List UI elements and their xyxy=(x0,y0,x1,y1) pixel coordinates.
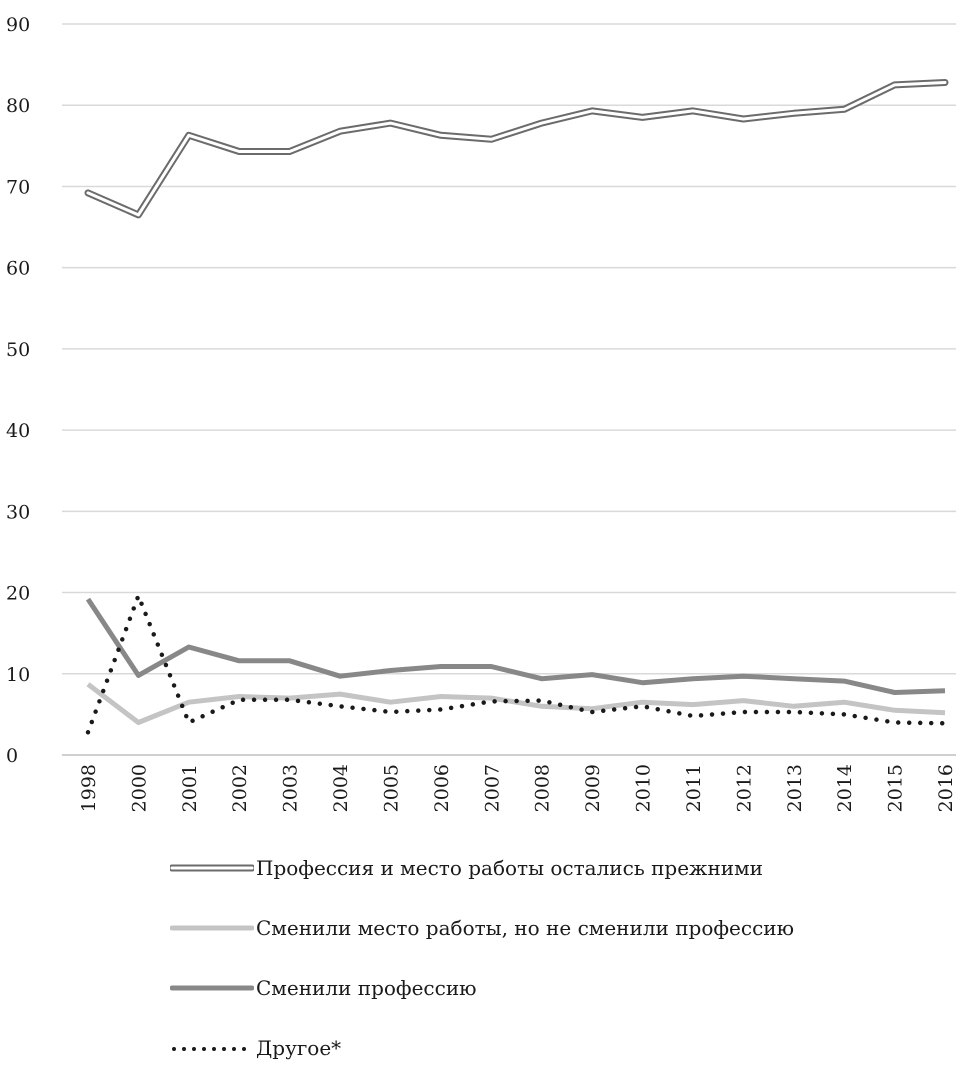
y-axis-ticks: 0 10 20 30 40 50 60 70 80 90 xyxy=(6,14,30,767)
x-tick-label: 2015 xyxy=(885,764,907,812)
legend-swatch-dotted-line xyxy=(170,1038,254,1058)
x-tick-label: 2002 xyxy=(229,764,251,812)
y-tick-label: 50 xyxy=(6,339,30,361)
series-line xyxy=(88,596,945,733)
y-tick-label: 10 xyxy=(6,664,30,686)
x-tick-label: 1998 xyxy=(78,764,100,812)
legend-label: Профессия и место работы остались прежни… xyxy=(256,856,763,880)
x-tick-label: 2007 xyxy=(481,764,503,812)
x-tick-label: 2008 xyxy=(532,764,554,812)
x-tick-label: 2005 xyxy=(380,764,402,812)
x-tick-label: 2003 xyxy=(280,764,302,812)
legend: Профессия и место работы остались прежни… xyxy=(170,838,930,1078)
series-3 xyxy=(88,596,945,733)
gridlines xyxy=(62,24,956,674)
x-tick-label: 2010 xyxy=(633,764,655,812)
y-tick-label: 20 xyxy=(6,583,30,605)
series-line-outer xyxy=(88,83,945,215)
y-tick-label: 70 xyxy=(6,176,30,198)
legend-label: Другое* xyxy=(256,1036,341,1060)
series-0 xyxy=(88,82,945,214)
x-tick-label: 2016 xyxy=(935,764,957,812)
line-chart: 0 10 20 30 40 50 60 70 80 90 1998 2000 2001 2002 2003… xyxy=(0,0,966,838)
x-tick-label: 2009 xyxy=(582,764,604,812)
legend-item-same-job: Профессия и место работы остались прежни… xyxy=(170,838,930,898)
x-tick-label: 2012 xyxy=(733,764,755,812)
legend-item-other: Другое* xyxy=(170,1018,930,1078)
x-tick-label: 2000 xyxy=(128,764,150,812)
y-tick-label: 30 xyxy=(6,501,30,523)
y-tick-label: 80 xyxy=(6,95,30,117)
series-line xyxy=(88,684,945,722)
series-lines xyxy=(88,82,945,732)
x-tick-label: 2004 xyxy=(330,764,352,812)
legend-label: Сменили место работы, но не сменили проф… xyxy=(256,916,794,940)
legend-swatch-double-line xyxy=(170,858,254,878)
y-tick-label: 60 xyxy=(6,258,30,280)
x-tick-label: 2011 xyxy=(683,764,705,812)
series-line-inner xyxy=(88,83,945,215)
y-tick-label: 0 xyxy=(6,745,18,767)
x-axis: 1998 2000 2001 2002 2003 2004 2005 2006 2007 2008… xyxy=(62,755,957,812)
legend-swatch-dark-line xyxy=(170,978,254,998)
series-line xyxy=(88,599,945,692)
x-tick-label: 2001 xyxy=(179,764,201,812)
x-tick-label: 2014 xyxy=(834,764,856,812)
x-tick-label: 2013 xyxy=(784,764,806,812)
legend-item-changed-profession: Сменили профессию xyxy=(170,958,930,1018)
y-tick-label: 40 xyxy=(6,420,30,442)
legend-item-changed-workplace: Сменили место работы, но не сменили проф… xyxy=(170,898,930,958)
x-tick-label: 2006 xyxy=(431,764,453,812)
legend-swatch-light-line xyxy=(170,918,254,938)
y-tick-label: 90 xyxy=(6,14,30,36)
series-1 xyxy=(88,684,945,722)
legend-label: Сменили профессию xyxy=(256,976,477,1000)
series-2 xyxy=(88,599,945,692)
